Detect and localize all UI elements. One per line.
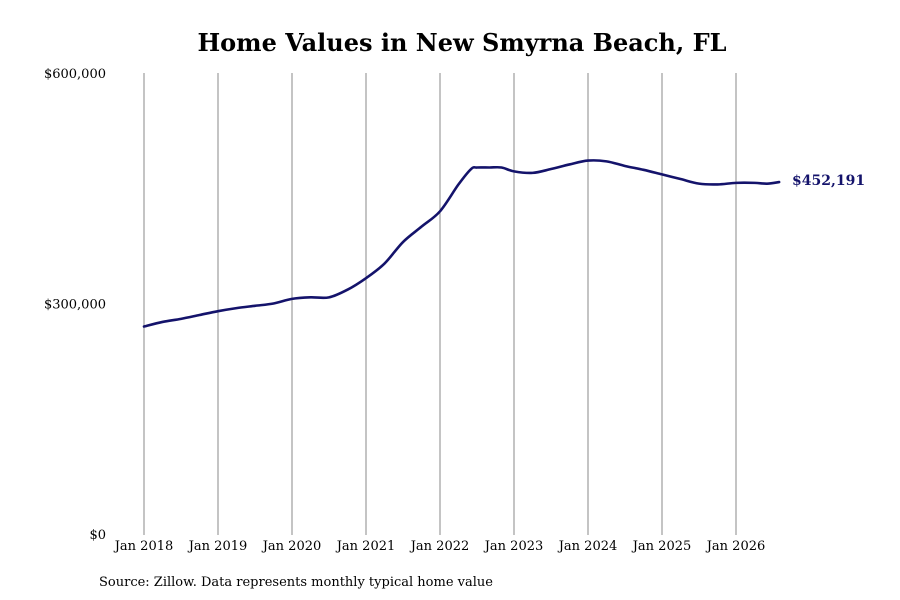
- source-note: Source: Zillow. Data represents monthly …: [99, 575, 493, 590]
- end-value-label: $452,191: [792, 173, 865, 189]
- x-tick-label: Jan 2020: [261, 539, 322, 554]
- y-tick-label: $300,000: [44, 298, 106, 313]
- x-tick-label: Jan 2021: [335, 539, 396, 554]
- x-tick-label: Jan 2023: [483, 539, 544, 554]
- x-tick-label: Jan 2025: [631, 539, 692, 554]
- chart-title: Home Values in New Smyrna Beach, FL: [198, 28, 727, 57]
- y-tick-label: $0: [89, 528, 106, 543]
- y-tick-label: $600,000: [44, 67, 106, 82]
- x-tick-label: Jan 2024: [557, 539, 618, 554]
- y-axis-tick-labels: $0 $300,000 $600,000: [44, 67, 106, 543]
- x-tick-label: Jan 2019: [187, 539, 248, 554]
- gridlines: [143, 73, 737, 535]
- x-tick-label: Jan 2022: [409, 539, 470, 554]
- home-value-line: [142, 159, 781, 328]
- x-tick-label: Jan 2026: [705, 539, 766, 554]
- series-group: [142, 159, 781, 328]
- x-axis-tick-labels: Jan 2018 Jan 2019 Jan 2020 Jan 2021 Jan 2022…: [113, 539, 766, 554]
- x-tick-label: Jan 2018: [113, 539, 174, 554]
